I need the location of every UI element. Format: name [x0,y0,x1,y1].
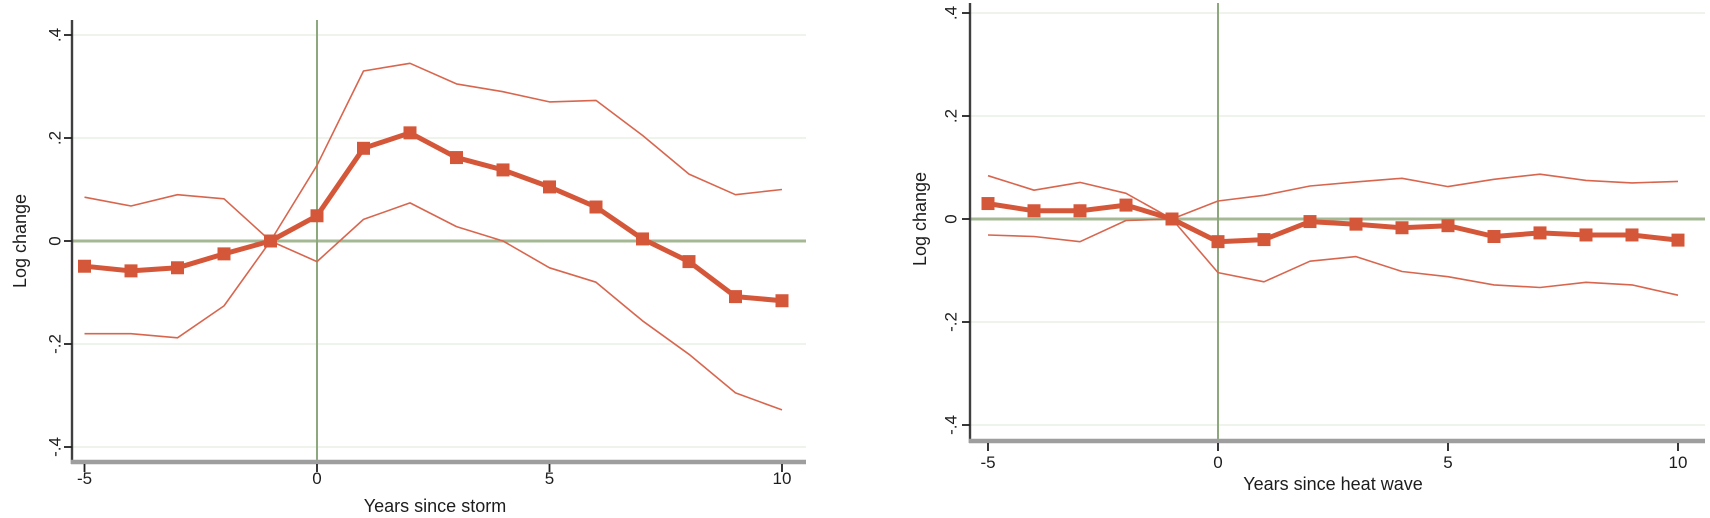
ci-lower-line [84,202,783,411]
y-tick-label: .2 [941,109,960,123]
x-tick-label: 0 [1213,453,1222,472]
estimate-marker [171,261,184,275]
estimate-marker [1303,215,1317,229]
estimate-line [84,130,783,304]
estimate-marker [1119,198,1133,212]
ci-lower-line [987,218,1679,296]
heat-wave-event-study-chart: .4.2 0 -.2 -.4 -5 0 5 10 Years since heat wave … [855,0,1710,518]
estimate-marker [682,255,696,269]
estimate-line [84,130,783,304]
estimate-marker [1671,233,1685,247]
estimate-marker [124,264,138,278]
estimate-markers [981,197,1685,249]
estimate-marker [589,200,603,214]
storm-event-study-chart: .4 .2 0 -.2 -.4 -5 0 5 10 Years since storm Log … [10,20,806,516]
tick-labels: .4 .2 0 -.2 -.4 -5 0 5 10 [45,28,791,488]
estimate-marker [403,126,417,140]
y-tick-label: 0 [941,214,960,223]
y-tick-label: 0 [45,236,64,245]
x-tick-label: 10 [773,469,792,488]
ci-upper-line [84,62,783,242]
estimate-marker [450,151,463,165]
x-tick-label: -5 [77,469,92,488]
heat-wave-chart-svg: .4.20-.2-.4-5 0 5 10 Years since heat wave … [910,3,1705,494]
y-tick-label: .2 [45,131,64,145]
tick-labels: .4 .2 0 -.2 -.4 -5 0 5 10 [941,6,1687,472]
axis-ticks [64,34,783,472]
estimate-marker [264,234,277,248]
y-tick-label: .4 [45,28,64,42]
x-tick-label: -5 [980,453,995,472]
estimate-marker [1027,204,1041,218]
estimate-line [987,201,1679,245]
estimate-marker [1349,217,1363,231]
confidence-interval-lines [987,173,1679,296]
x-tick-label: 5 [1443,453,1452,472]
confidence-interval-lines [84,62,783,411]
estimate-marker [217,247,231,261]
estimate-marker [543,180,556,194]
estimate-marker [1211,235,1225,249]
estimate-marker [496,163,510,177]
x-tick-label: 10 [1669,453,1688,472]
x-tick-label: 0 [312,469,321,488]
estimate-marker [1625,228,1639,242]
axis-ticks [962,12,1679,451]
estimate-marker [729,290,742,304]
y-tick-label: .4 [941,6,960,20]
y-tick-label: -.4 [941,415,960,435]
estimate-marker [1073,204,1087,218]
y-tick-label: -.2 [941,312,960,332]
x-axis-title: Years since storm [364,496,506,516]
ci-upper-line [987,173,1679,220]
y-axis-title: Log change [10,194,30,288]
y-axis-title: Log change [910,172,930,266]
estimate-markers [78,126,789,308]
estimate-marker [1257,233,1271,247]
estimate-marker [1165,212,1179,226]
storm-chart-svg: .4 .2 0 -.2 -.4 -5 0 5 10 Years since storm Log … [10,20,806,516]
estimate-marker [1441,219,1455,233]
estimate-marker [310,209,324,223]
estimate-marker [1533,226,1547,240]
estimate-line [987,201,1679,245]
estimate-marker [775,294,789,308]
y-tick-label: -.2 [45,334,64,354]
estimate-marker [981,197,995,211]
x-tick-label: 5 [545,469,554,488]
x-axis-title: Years since heat wave [1243,474,1422,494]
estimate-marker [1579,228,1593,242]
estimate-marker [78,259,91,273]
estimate-marker [1395,221,1409,235]
estimate-marker [1487,230,1501,244]
estimate-marker [636,232,649,246]
estimate-marker [357,141,370,155]
y-tick-label: -.4 [45,437,64,457]
